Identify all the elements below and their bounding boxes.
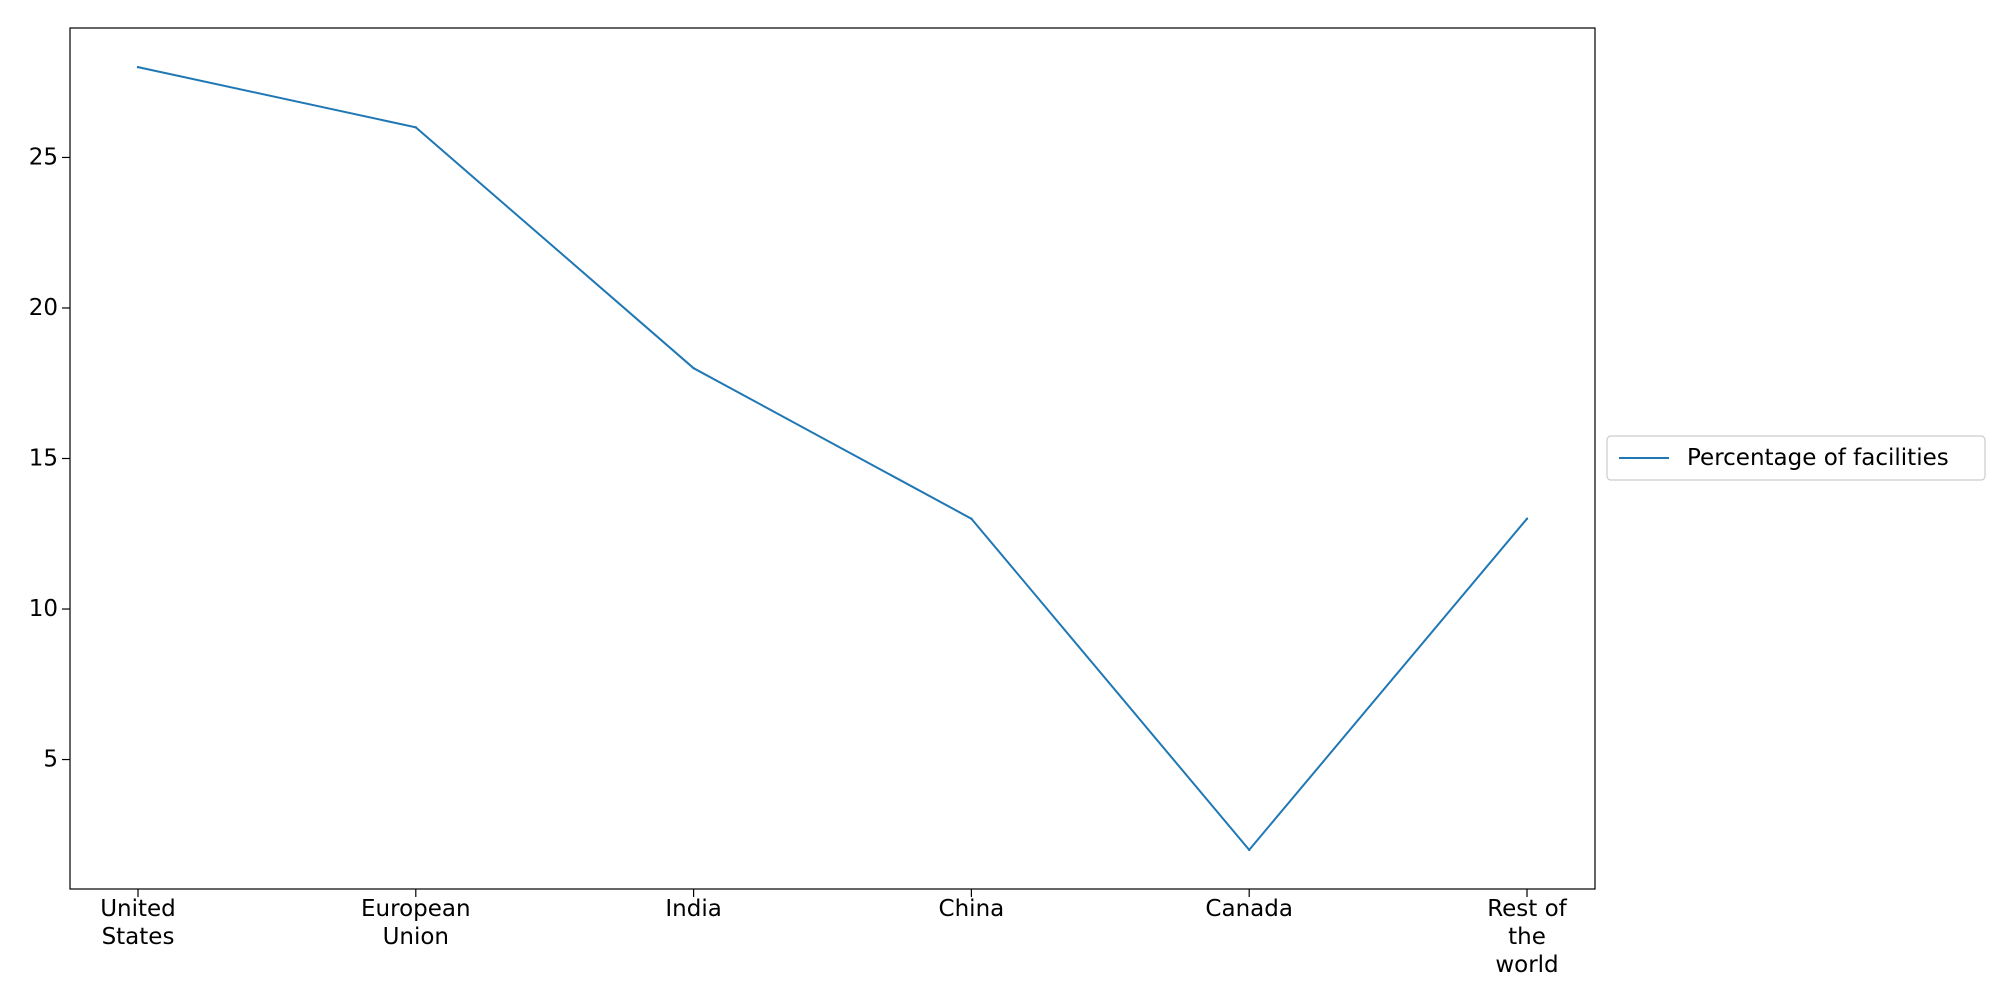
x-tick-label: Canada — [1205, 896, 1293, 922]
legend-box — [1606, 435, 1986, 481]
series-line — [137, 66, 1528, 851]
x-tick-label-line: States — [102, 924, 175, 950]
x-tick-label-line: European — [361, 896, 471, 922]
y-tick-label: 10 — [29, 596, 58, 622]
data-point — [1525, 517, 1529, 520]
x-tick-label-line: world — [1495, 952, 1558, 978]
x-tick-label-line: India — [665, 896, 721, 922]
x-tick-label: India — [665, 896, 721, 922]
x-tick-label-line: China — [939, 896, 1005, 922]
y-tick-label: 5 — [43, 747, 58, 773]
y-tick-label: 20 — [29, 295, 58, 321]
data-point — [692, 366, 695, 370]
data-point — [1248, 848, 1251, 852]
x-tick-label-line: the — [1508, 924, 1546, 950]
x-tick-label: China — [939, 896, 1005, 922]
plot-area-frame — [69, 27, 1596, 890]
legend-label: Percentage of facilities — [1687, 445, 1949, 471]
data-point — [970, 517, 973, 520]
x-tick-label-line: Union — [383, 924, 449, 950]
data-point — [136, 65, 140, 69]
legend: Percentage of facilities — [1606, 435, 1986, 481]
x-tick-label-line: Canada — [1205, 896, 1293, 922]
y-tick-label: 15 — [29, 446, 58, 472]
x-tick-label: United States — [100, 896, 176, 950]
x-tick-label-line: United — [100, 896, 176, 922]
y-tick-label: 25 — [29, 144, 58, 170]
data-point — [414, 126, 417, 129]
x-tick-label: European Union — [361, 896, 471, 950]
x-tick-label-line: Rest of — [1487, 896, 1567, 922]
x-tick-label: Rest of the world — [1487, 896, 1567, 978]
